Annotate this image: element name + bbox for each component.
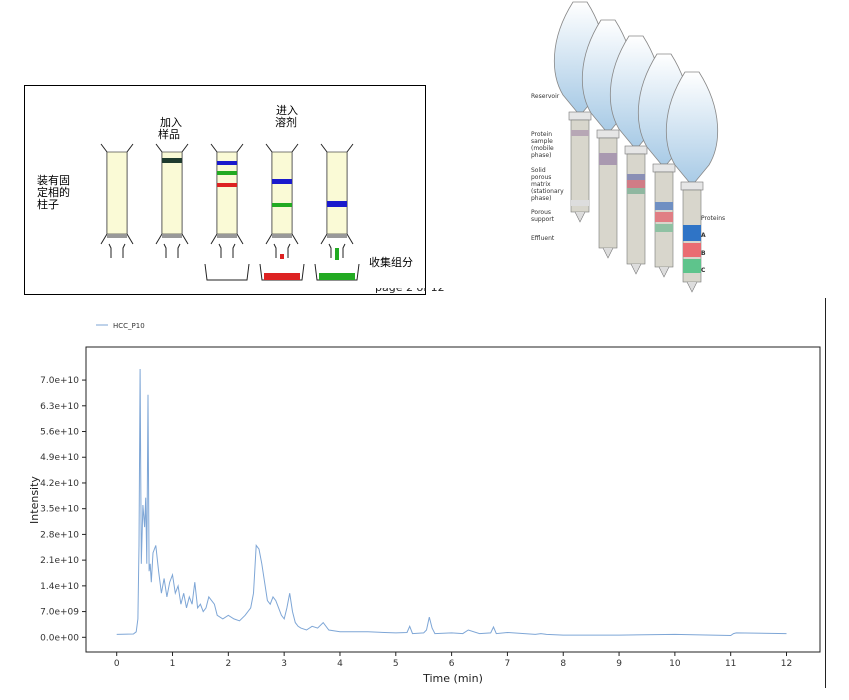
- x-tick-label: 0: [114, 659, 120, 669]
- column-front-1: [665, 71, 719, 293]
- label-column-line3: 柱子: [37, 197, 59, 211]
- x-tick-label: 9: [616, 659, 622, 669]
- column-2: [155, 143, 189, 258]
- x-tick-label: 3: [281, 659, 287, 669]
- y-tick-label: 2.8e+10: [40, 530, 79, 540]
- column-1: [100, 143, 134, 258]
- legend-label: HCC_P10: [113, 322, 145, 330]
- x-axis-label: Time (min): [422, 672, 483, 685]
- label-collect: 收集组分: [369, 255, 413, 269]
- label-protein-sample: Protein sample (mobile phase): [531, 131, 554, 159]
- y-tick-label: 0.0e+00: [40, 633, 79, 643]
- label-solvent-line1: 进入: [276, 104, 298, 117]
- x-tick-label: 12: [781, 659, 792, 669]
- label-c: C: [701, 267, 706, 274]
- y-tick-label: 3.5e+10: [40, 505, 79, 515]
- series-hcc-p10-line: [116, 368, 787, 637]
- label-solid-matrix: Solid porous matrix (stationary phase): [531, 167, 564, 202]
- label-reservoir: Reservoir: [531, 93, 560, 100]
- chromatogram-chart: HCC_P10 0 1 2 3 4 5 6 7 8 9 10 11 12 0.0e+00 7.0e+09 1…: [0, 300, 849, 696]
- column-3: [204, 143, 250, 281]
- x-axis-ticks: 0 1 2 3 4 5 6 7 8 9 10 11 12: [114, 652, 792, 669]
- x-tick-label: 11: [725, 659, 736, 669]
- label-solvent-line2: 溶剂: [275, 115, 297, 129]
- label-effluent: Effluent: [531, 235, 555, 242]
- y-tick-label: 6.3e+10: [40, 402, 79, 412]
- label-a: A: [701, 232, 706, 239]
- label-column-line1: 装有固: [37, 173, 70, 187]
- y-axis-label: Intensity: [28, 476, 41, 524]
- x-tick-label: 6: [449, 659, 455, 669]
- x-tick-label: 10: [669, 659, 681, 669]
- chromatogram-svg: HCC_P10 0 1 2 3 4 5 6 7 8 9 10 11 12 0.0e+007.0e+091…: [28, 322, 821, 685]
- y-tick-label: 4.2e+10: [40, 479, 79, 489]
- label-column-line2: 定相的: [37, 185, 70, 199]
- y-tick-label: 4.9e+10: [40, 453, 79, 463]
- plot-area: [85, 346, 821, 653]
- x-tick-label: 4: [337, 659, 343, 669]
- y-tick-label: 7.0e+10: [40, 376, 79, 386]
- y-tick-label: 5.6e+10: [40, 428, 79, 438]
- label-add-line1: 加入: [160, 116, 182, 129]
- column-diagram-svg: 装有固 定相的 柱子 加入 样品 进入 溶剂 收集组分: [37, 104, 413, 281]
- column-5: [314, 143, 360, 281]
- x-tick-label: 5: [393, 659, 399, 669]
- legend: HCC_P10: [96, 322, 145, 330]
- label-proteins: Proteins: [701, 215, 725, 222]
- protein-column-svg: Reservoir Protein sample (mobile phase) Sol…: [531, 1, 725, 293]
- x-tick-label: 7: [505, 659, 511, 669]
- x-tick-label: 8: [560, 659, 566, 669]
- y-tick-label: 1.4e+10: [40, 582, 79, 592]
- y-tick-label: 2.1e+10: [40, 556, 79, 566]
- label-add-line2: 样品: [158, 127, 180, 141]
- y-axis-ticks: 0.0e+00 7.0e+09 1.4e+10 2.1e+10 2.8e+10 3.5e+…: [40, 376, 86, 643]
- page-header: page 2 of 12: [375, 288, 495, 300]
- x-tick-label: 1: [170, 659, 176, 669]
- label-b: B: [701, 250, 706, 257]
- protein-column-diagram: Reservoir Protein sample (mobile phase) Sol…: [525, 0, 745, 300]
- column-chromatography-diagram: 装有固 定相的 柱子 加入 样品 进入 溶剂 收集组分: [24, 85, 426, 295]
- page-right-border: [825, 298, 826, 688]
- y-tick-label: 7.0e+09: [40, 608, 79, 618]
- x-tick-label: 2: [225, 659, 231, 669]
- label-porous-support: Porous support: [531, 209, 555, 223]
- column-4: [259, 143, 305, 281]
